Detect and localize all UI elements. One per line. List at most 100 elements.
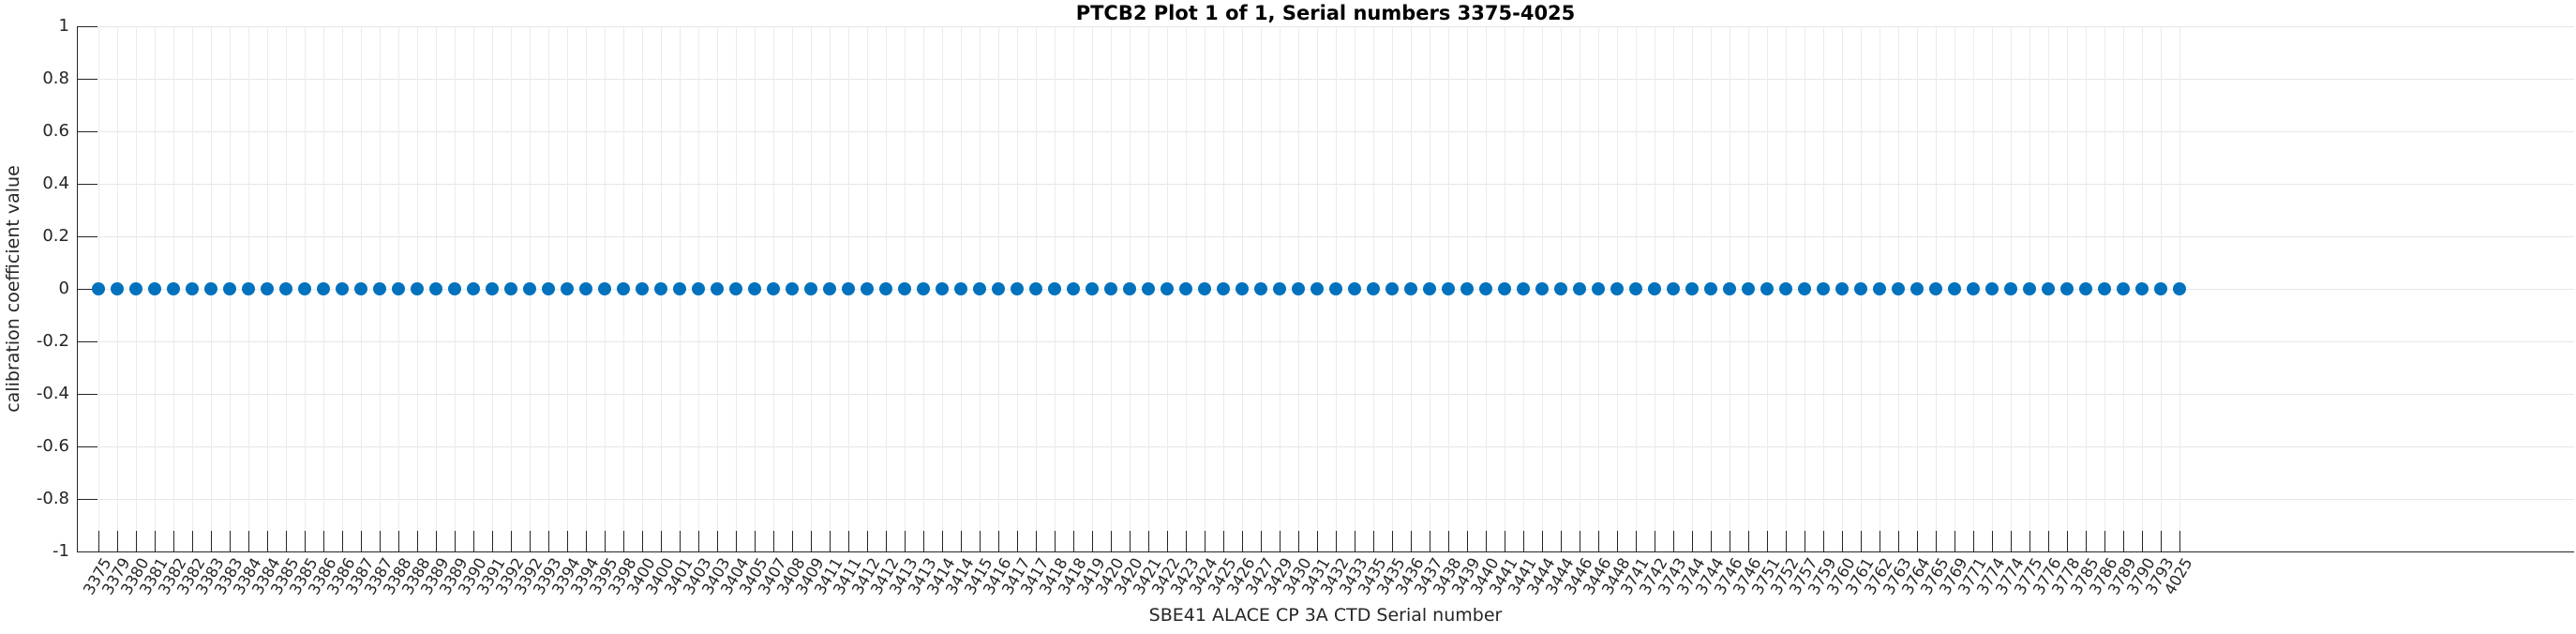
data-point [336,282,349,295]
y-tick [77,236,97,237]
data-point [92,282,105,295]
x-tick [1186,531,1187,551]
data-point [1498,282,1511,295]
data-point [448,282,461,295]
x-tick [380,531,381,551]
x-tick [342,531,343,551]
data-point [579,282,592,295]
data-point [861,282,874,295]
data-point [1985,282,1999,295]
data-point [1161,282,1174,295]
data-point [1086,282,1099,295]
data-point [261,282,274,295]
data-point [223,282,236,295]
x-tick [2123,531,2124,551]
y-tick-label: 1 [58,16,69,36]
data-point [1029,282,1042,295]
data-point [1704,282,1717,295]
data-point [148,282,161,295]
data-point [1198,282,1211,295]
data-point [1629,282,1642,295]
data-point [542,282,555,295]
data-point [1873,282,1886,295]
data-point [2004,282,2017,295]
data-point [1142,282,1155,295]
x-tick [1148,531,1149,551]
x-tick [1842,531,1843,551]
data-point [1573,282,1586,295]
x-tick [1111,531,1112,551]
x-tick [2161,531,2162,551]
x-tick [1205,531,1206,551]
data-point [1404,282,1417,295]
data-point [167,282,180,295]
data-point [429,282,442,295]
data-point [204,282,217,295]
data-point [992,282,1005,295]
data-point [1929,282,1942,295]
x-tick [1055,531,1056,551]
x-tick [361,531,362,551]
x-tick [1954,531,1955,551]
data-point [1179,282,1192,295]
data-point [1067,282,1080,295]
x-tick [117,531,118,551]
x-tick [1336,531,1337,551]
data-point [636,282,649,295]
data-point [1217,282,1230,295]
data-point [129,282,142,295]
x-tick [642,531,643,551]
x-tick [417,531,418,551]
x-tick [305,531,306,551]
x-tick [473,531,474,551]
y-tick-label: 0.4 [42,174,69,193]
x-tick [1748,531,1749,551]
data-point [936,282,949,295]
x-tick [942,531,943,551]
data-point [879,282,892,295]
x-tick [1786,531,1787,551]
data-point [373,282,386,295]
x-tick [2029,531,2030,551]
data-point [2060,282,2074,295]
data-point [317,282,330,295]
data-point [298,282,311,295]
x-tick [1392,531,1393,551]
x-tick [830,531,831,551]
data-point [1798,282,1811,295]
y-gridline [77,289,2574,290]
x-tick [1523,531,1524,551]
data-point [1517,282,1530,295]
data-point [654,282,667,295]
x-tick [773,531,774,551]
x-tick [98,531,99,551]
data-point [1685,282,1699,295]
data-point [917,282,930,295]
x-tick [717,531,718,551]
data-point [1292,282,1305,295]
data-point [1104,282,1117,295]
x-tick [1636,531,1637,551]
x-tick [1261,531,1262,551]
x-tick [511,531,512,551]
y-tick [77,446,97,447]
x-tick [998,531,999,551]
data-point [1742,282,1755,295]
x-tick [1411,531,1412,551]
data-point [1442,282,1455,295]
data-point [1948,282,1961,295]
x-axis-label: SBE41 ALACE CP 3A CTD Serial number [1148,605,1503,626]
data-point [2154,282,2167,295]
x-tick [548,531,549,551]
data-point [823,282,836,295]
data-point [598,282,611,295]
x-tick [661,531,662,551]
data-point [242,282,255,295]
data-point [842,282,855,295]
x-tick [1280,531,1281,551]
data-point [354,282,367,295]
data-point [2042,282,2055,295]
x-tick [211,531,212,551]
x-tick [436,531,437,551]
